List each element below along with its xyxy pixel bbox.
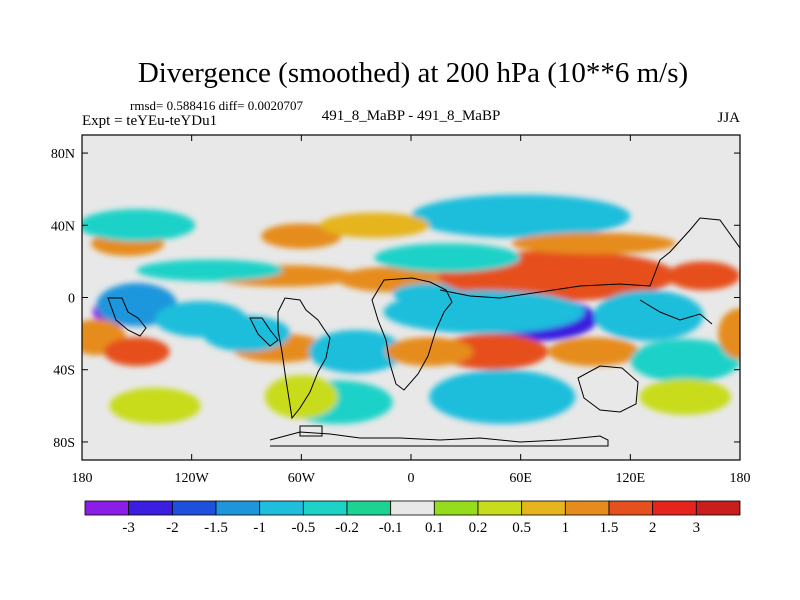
anomaly-5 — [82, 209, 196, 242]
chart-title: Divergence (smoothed) at 200 hPa (10**6 … — [138, 57, 688, 89]
x-axis: 180 120W 60W 0 60E 120E 180 — [72, 135, 751, 486]
colorbar-label-11: 1.5 — [600, 520, 619, 536]
anomaly-11 — [202, 315, 291, 352]
experiment-label: Expt = teYEu-teYDu1 — [82, 113, 217, 129]
anomaly-21 — [438, 333, 549, 370]
colorbar-swatch-13 — [652, 500, 697, 516]
colorbar-label-0: -3 — [122, 520, 135, 536]
asia-outline — [439, 217, 740, 299]
colorbar-swatch-9 — [477, 500, 523, 516]
colorbar-label-3: -1 — [253, 520, 266, 536]
colorbar-label-5: -0.2 — [335, 520, 359, 536]
x-tick-label-1: 120W — [175, 471, 210, 486]
y-tick-label-4: 80S — [53, 436, 75, 451]
anomaly-8 — [136, 259, 284, 282]
anomaly-3 — [103, 337, 170, 367]
x-tick-label-3: 0 — [408, 471, 415, 486]
x-tick-label-5: 120E — [616, 471, 646, 486]
colorbar-label-8: 0.2 — [469, 520, 488, 536]
greenland-outline — [299, 425, 323, 437]
colorbar-swatch-14 — [695, 500, 741, 516]
y-tick-label-2: 0 — [68, 292, 75, 307]
antarctica-outline — [269, 431, 609, 447]
colorbar-swatch-10 — [521, 500, 566, 516]
anomaly-25 — [511, 232, 677, 255]
case-label: 491_8_MaBP - 491_8_MaBP — [322, 108, 501, 124]
anomaly-20 — [593, 290, 704, 341]
south-america-outline — [277, 297, 331, 420]
colorbar-label-12: 2 — [649, 520, 657, 536]
anomaly-12 — [308, 330, 404, 374]
divergence-field — [82, 194, 740, 424]
colorbar: -3 -2 -1.5 -1 -0.5 -0.2 -0.1 0.1 0.2 0.5 1 1.5 2 3 — [84, 500, 741, 536]
anomaly-22 — [548, 337, 640, 367]
anomaly-17 — [666, 261, 740, 291]
anomaly-34 — [718, 308, 740, 359]
season-label: JJA — [717, 110, 740, 126]
colorbar-swatch-1 — [128, 500, 173, 516]
anomaly-26 — [319, 212, 430, 238]
africa-outline — [371, 277, 453, 391]
australia-outline — [577, 365, 639, 413]
anomaly-19 — [383, 290, 585, 334]
colorbar-label-2: -1.5 — [204, 520, 228, 536]
anomaly-6 — [261, 223, 342, 249]
continent-outlines — [107, 217, 740, 447]
anomaly-30 — [630, 339, 740, 383]
colorbar-swatch-8 — [433, 500, 479, 516]
colorbar-label-13: 3 — [693, 520, 701, 536]
colorbar-label-9: 0.5 — [512, 520, 531, 536]
anomaly-32 — [264, 375, 338, 419]
x-tick-label-4: 60E — [509, 471, 532, 486]
colorbar-swatch-2 — [171, 500, 217, 516]
colorbar-label-4: -0.5 — [291, 520, 315, 536]
y-tick-label-0: 80N — [51, 147, 75, 162]
colorbar-swatch-3 — [215, 500, 261, 516]
anomaly-33 — [109, 387, 201, 424]
anomaly-29 — [429, 369, 576, 424]
colorbar-swatch-6 — [346, 500, 392, 516]
colorbar-label-7: 0.1 — [425, 520, 444, 536]
y-tick-label-3: 40S — [53, 364, 75, 379]
x-tick-label-6: 180 — [730, 471, 751, 486]
anomaly-31 — [639, 378, 731, 415]
y-tick-label-1: 40N — [51, 219, 75, 234]
colorbar-swatch-7 — [390, 500, 435, 516]
y-axis: 80N 40N 0 40S 80S — [51, 147, 740, 451]
colorbar-swatch-5 — [302, 500, 348, 516]
stats-text: rmsd= 0.588416 diff= 0.0020707 — [130, 98, 303, 113]
colorbar-label-10: 1 — [562, 520, 570, 536]
x-tick-label-0: 180 — [72, 471, 93, 486]
anomaly-24 — [411, 194, 631, 238]
colorbar-swatch-11 — [564, 500, 610, 516]
anomaly-27 — [374, 243, 521, 273]
colorbar-label-6: -0.1 — [379, 520, 403, 536]
colorbar-swatch-0 — [84, 500, 130, 516]
maritime-outline — [639, 299, 713, 325]
x-tick-label-2: 60W — [288, 471, 316, 486]
colorbar-swatch-12 — [608, 500, 654, 516]
colorbar-label-1: -2 — [166, 520, 179, 536]
central-america-outline — [249, 317, 279, 347]
pacific-islands-outline — [107, 297, 147, 337]
colorbar-swatch-4 — [259, 500, 304, 516]
